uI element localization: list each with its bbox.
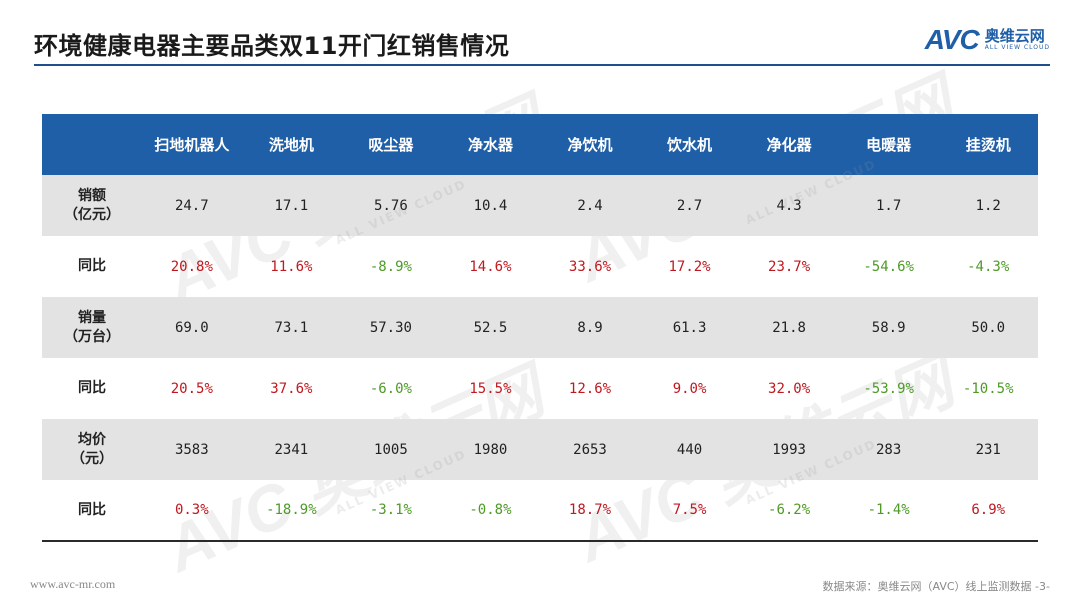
table-cell: 18.7% [540, 480, 640, 542]
table-row: 销量 （万台） 69.0 73.1 57.30 52.5 8.9 61.3 21.8 58.9 50… [42, 297, 1038, 358]
table-cell: 61.3 [639, 297, 740, 358]
table-cell: -54.6% [863, 258, 914, 275]
table-cell: 2.4 [540, 175, 640, 236]
footer-website: www.avc-mr.com [30, 577, 116, 591]
table-cell: 11.6% [270, 258, 313, 275]
table-cell: 12.6% [568, 380, 612, 397]
row-label: 销额 （亿元） [42, 175, 143, 236]
table-cell: 8.9 [540, 297, 640, 358]
row-label: 销量 （万台） [42, 297, 143, 358]
header-corner [42, 114, 143, 175]
table-cell: 20.5% [170, 380, 213, 397]
table-row: 均价 （元） 3583 2341 1005 1980 2653 440 1993 283 231 [42, 419, 1038, 480]
table-cell: 57.30 [341, 297, 441, 358]
table-cell: 1.7 [838, 175, 939, 236]
table-cell: -8.9% [369, 258, 412, 275]
table-cell: 20.8% [170, 258, 213, 275]
table-cell: -1.4% [838, 480, 939, 542]
table-cell: 58.9 [838, 297, 939, 358]
table-cell: 1.2 [938, 175, 1038, 236]
table-cell: 0.3% [142, 480, 242, 542]
table-cell: 3583 [142, 419, 242, 480]
table-cell: 17.1 [241, 175, 342, 236]
table-cell: 9.0% [672, 380, 707, 397]
table-cell: 2341 [241, 419, 342, 480]
table-cell: -18.9% [241, 480, 342, 542]
row-label: 同比 [78, 380, 107, 396]
table-row: 销额 （亿元） 24.7 17.1 5.76 10.4 2.4 2.7 4.3 1.7 1.2 [42, 175, 1038, 236]
title-divider [34, 64, 1050, 66]
table-row: 同比 20.5% 37.6% -6.0% 15.5% 12.6% 9.0% 32.0% -53.… [42, 358, 1038, 419]
table-cell: 10.4 [440, 175, 541, 236]
table-cell: 14.6% [469, 258, 512, 275]
column-header: 净化器 [739, 114, 839, 175]
table-cell: -10.5% [962, 380, 1014, 397]
footer-source: 数据来源：奥维云网（AVC）线上监测数据 -3- [822, 580, 1050, 593]
table-cell: 23.7% [768, 258, 811, 275]
table-cell: 5.76 [341, 175, 441, 236]
table-cell: 21.8 [739, 297, 839, 358]
table-cell: -0.8% [440, 480, 541, 542]
table-cell: 17.2% [668, 258, 711, 275]
column-header: 净饮机 [540, 114, 640, 175]
column-header: 扫地机器人 [142, 114, 242, 175]
table-cell: 50.0 [938, 297, 1038, 358]
column-header: 净水器 [440, 114, 541, 175]
table-cell: 1993 [739, 419, 839, 480]
table-cell: 69.0 [142, 297, 242, 358]
table-cell: 283 [838, 419, 939, 480]
logo-mark: AVC [924, 24, 980, 55]
row-label: 同比 [78, 258, 107, 274]
table-cell: 440 [639, 419, 740, 480]
table-cell: 6.9% [938, 480, 1038, 542]
logo-cn-text: 奥维云网 [984, 27, 1045, 45]
table-cell: 2.7 [639, 175, 740, 236]
sales-table: 扫地机器人 洗地机 吸尘器 净水器 净饮机 饮水机 净化器 电暖器 挂烫机 销额 （亿元） 24.7… [42, 114, 1038, 542]
table-cell: 24.7 [142, 175, 242, 236]
table-cell: 7.5% [639, 480, 740, 542]
table-row: 同比 0.3% -18.9% -3.1% -0.8% 18.7% 7.5% -6.2% -1.4… [42, 480, 1038, 542]
column-header: 挂烫机 [938, 114, 1038, 175]
column-header: 洗地机 [241, 114, 342, 175]
table-cell: 52.5 [440, 297, 541, 358]
column-header: 电暖器 [838, 114, 939, 175]
table-cell: 4.3 [739, 175, 839, 236]
column-header: 吸尘器 [341, 114, 441, 175]
column-header: 饮水机 [639, 114, 740, 175]
logo-en-text: ALL VIEW CLOUD [984, 44, 1050, 51]
table-row: 同比 20.8% 11.6% -8.9% 14.6% 33.6% 17.2% 23.7% -54… [42, 236, 1038, 297]
table-cell: 1980 [440, 419, 541, 480]
row-label: 均价 （元） [42, 419, 143, 480]
page-title: 环境健康电器主要品类双11开门红销售情况 [34, 32, 510, 60]
table-cell: 32.0% [768, 380, 811, 397]
table-cell: 73.1 [241, 297, 342, 358]
table-cell: -4.3% [967, 258, 1010, 275]
table-cell: -3.1% [341, 480, 441, 542]
table-cell: 231 [938, 419, 1038, 480]
table-cell: 1005 [341, 419, 441, 480]
table-cell: 33.6% [568, 258, 612, 275]
table-cell: -6.2% [739, 480, 839, 542]
table-cell: -53.9% [863, 380, 914, 397]
table-cell: 37.6% [270, 380, 313, 397]
row-label: 同比 [42, 480, 143, 542]
avc-logo: AVC 奥维云网 ALL VIEW CLOUD [925, 24, 1050, 56]
table-cell: 15.5% [469, 380, 512, 397]
table-cell: -6.0% [369, 380, 412, 397]
table-header-row: 扫地机器人 洗地机 吸尘器 净水器 净饮机 饮水机 净化器 电暖器 挂烫机 [42, 114, 1038, 175]
table-cell: 2653 [540, 419, 640, 480]
